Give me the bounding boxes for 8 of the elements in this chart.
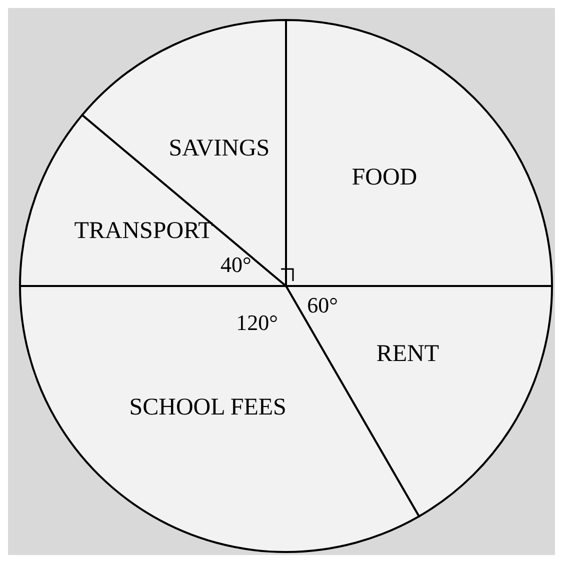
- data-label: 40°: [220, 252, 252, 278]
- slice-label: SCHOOL FEES: [129, 394, 286, 421]
- data-label: 60°: [307, 292, 338, 318]
- slice-label: TRANSPORT: [74, 218, 214, 244]
- data-label: 120°: [236, 310, 278, 336]
- slice-label: FOOD: [352, 164, 418, 191]
- slice-label: SAVINGS: [168, 135, 270, 162]
- slice-label: RENT: [376, 341, 440, 368]
